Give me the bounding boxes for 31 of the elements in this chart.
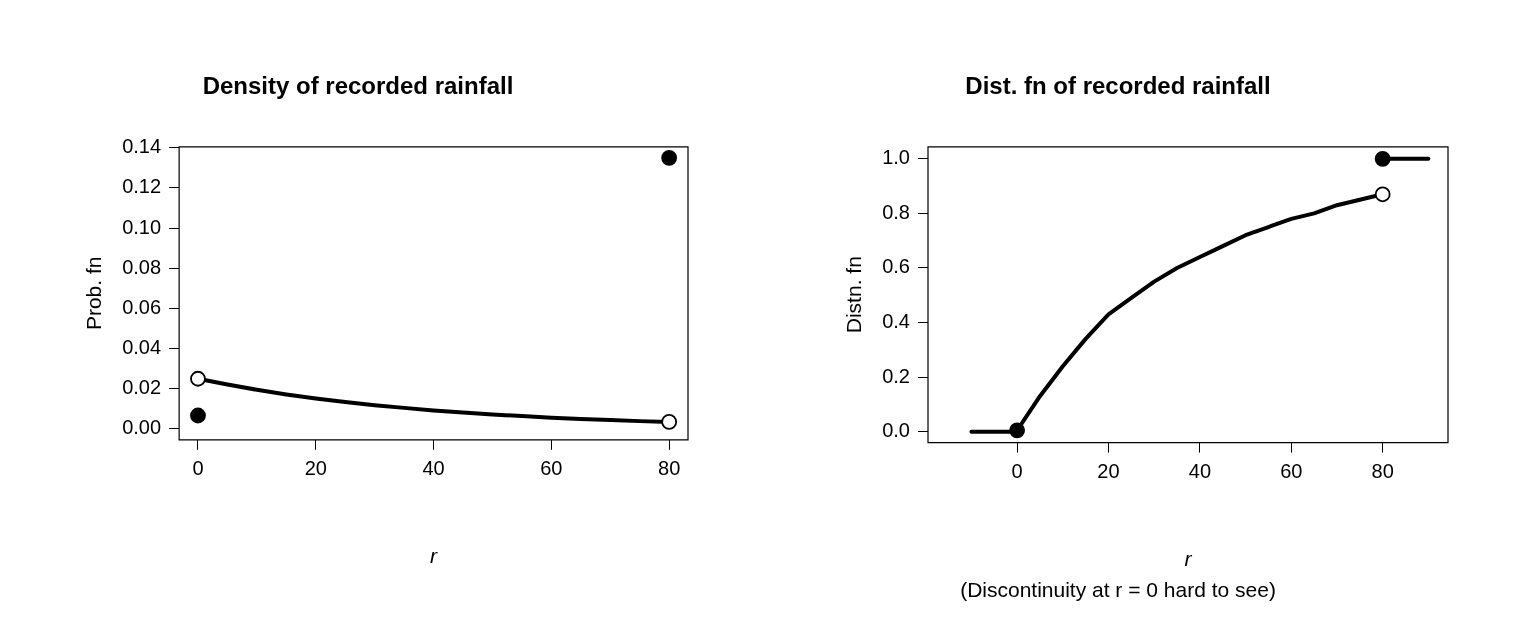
x-tick-label: 60 [540, 457, 563, 480]
y-tick-label: 0.00 [122, 416, 162, 439]
x-tick-label: 40 [1188, 460, 1212, 483]
y-tick-label: 0.4 [882, 310, 910, 333]
chart-title: Dist. fn of recorded rainfall [965, 72, 1271, 100]
x-tick-label: 0 [192, 457, 204, 480]
y-tick-label: 0.12 [122, 175, 162, 198]
x-tick-label: 20 [304, 457, 327, 480]
y-axis-title: Prob. fn [82, 256, 106, 331]
y-tick-label: 0.2 [882, 364, 910, 387]
x-tick-label: 40 [422, 457, 445, 480]
y-tick-label: 0.8 [882, 200, 910, 223]
chart-title: Density of recorded rainfall [202, 72, 514, 100]
y-tick-label: 0.10 [122, 215, 162, 238]
y-tick-label: 0.6 [882, 255, 910, 278]
x-tick-label: 80 [658, 457, 681, 480]
x-axis-title: r [1184, 547, 1193, 571]
y-tick-label: 0.14 [122, 135, 162, 158]
y-tick-label: 1.0 [882, 146, 910, 169]
y-tick-label: 0.0 [882, 419, 910, 442]
y-tick-label: 0.06 [122, 295, 162, 318]
x-tick-label: 20 [1097, 460, 1120, 483]
x-tick-label: 60 [1280, 460, 1303, 483]
text: (Discontinuity at r = 0 hard to see) [960, 578, 1276, 602]
y-tick-label: 0.02 [122, 376, 162, 399]
y-axis-title: Distn. fn [842, 256, 866, 334]
x-tick-label: 0 [1011, 460, 1023, 483]
x-axis-title: r [430, 544, 439, 568]
x-tick-label: 80 [1371, 460, 1394, 483]
y-tick-label: 0.04 [122, 336, 162, 359]
y-tick-label: 0.08 [122, 255, 162, 278]
